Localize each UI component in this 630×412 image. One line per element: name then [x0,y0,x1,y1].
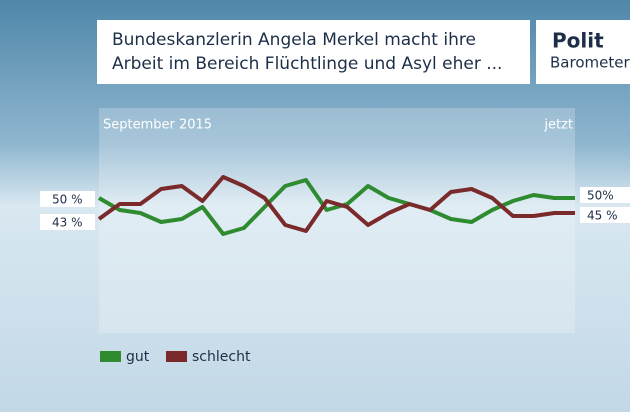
value-label: 45 % [587,209,618,223]
logo-text: Barometer [550,54,630,72]
legend-label: gut [126,349,150,365]
x-start-label: September 2015 [103,118,212,133]
value-label-box [580,207,630,223]
value-label: 50 % [52,193,83,207]
legend-label: schlecht [192,349,251,365]
title-line: Bundeskanzlerin Angela Merkel macht ihre [112,30,476,50]
line [97,175,575,233]
logo-box [536,20,630,84]
title-line: Arbeit im Bereich Flüchtlinge und Asyl e… [112,54,502,74]
title-box [97,20,530,84]
legend-swatch [166,351,187,362]
legend-swatch [100,351,121,362]
value-label: 50% [587,189,614,203]
value-label: 43 % [52,216,83,230]
line [97,178,575,236]
value-label-box [580,187,630,203]
logo-text: Polit [552,29,604,53]
value-label-box [40,214,95,230]
logo: Polit Barometer [550,29,630,72]
x-end-label: jetzt [543,118,573,133]
value-label-box [40,191,95,207]
